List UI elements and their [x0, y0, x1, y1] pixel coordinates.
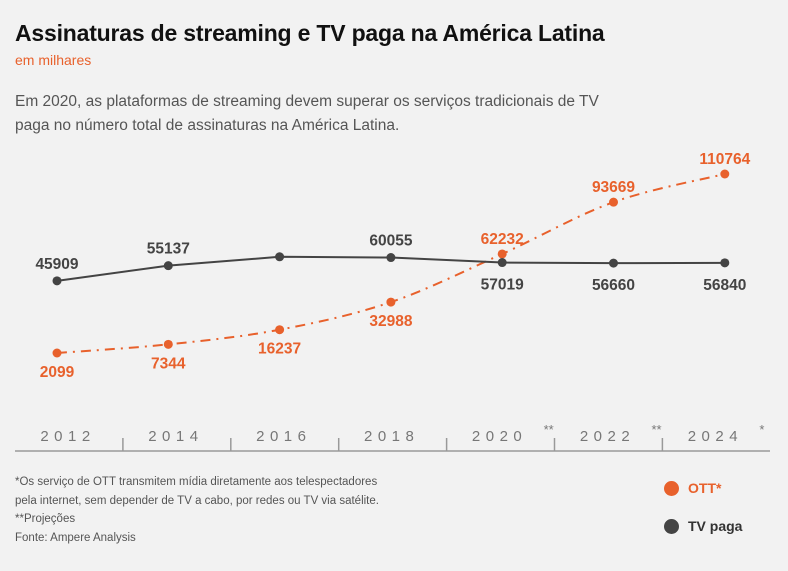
x-tick-label: 2020 [472, 428, 527, 445]
data-label-tv-paga: 57019 [481, 277, 524, 294]
x-tick-label: 2016 [256, 428, 311, 445]
x-tick-label: 2024 [688, 428, 743, 445]
data-point-ott [275, 325, 285, 335]
data-point-tv-paga [386, 253, 396, 263]
data-label-ott: 7344 [151, 355, 186, 372]
x-tick-label: 2022 [580, 428, 635, 445]
data-label-ott: 93669 [592, 179, 635, 196]
footnote-ott: *Os serviço de OTT transmitem mídia dire… [15, 476, 378, 488]
chart-subtitle: em milhares [15, 52, 92, 68]
data-label-tv-paga: 45909 [35, 256, 78, 273]
data-label-tv-paga: 55137 [147, 241, 190, 258]
legend-item-tv: TV paga [664, 516, 742, 536]
data-point-ott [386, 297, 396, 307]
legend: OTT* TV paga [664, 478, 742, 554]
legend-dot-ott [664, 480, 679, 496]
data-label-tv-paga: 60055 [369, 233, 412, 250]
footnote-projections: **Projeções [15, 513, 76, 525]
data-label-tv-paga: 56840 [703, 277, 746, 294]
data-point-ott [163, 339, 173, 349]
legend-item-ott: OTT* [664, 478, 742, 498]
x-tick-label: 2014 [148, 428, 203, 445]
data-point-ott [720, 169, 730, 179]
x-tick-label: 2012 [40, 428, 95, 445]
data-point-tv-paga [52, 276, 62, 286]
data-point-ott [52, 348, 62, 358]
chart-description: Em 2020, as plataformas de streaming dev… [15, 93, 599, 134]
footnote-ott-cont: pela internet, sem depender de TV a cabo… [15, 494, 379, 507]
data-point-tv-paga [497, 258, 507, 268]
x-tick-mark: ** [544, 422, 554, 437]
data-point-tv-paga [720, 258, 730, 268]
data-label-ott: 62232 [481, 231, 524, 248]
legend-label-tv: TV paga [688, 518, 743, 534]
legend-dot-tv [664, 518, 679, 534]
data-point-tv-paga [609, 258, 618, 268]
data-label-ott: 110764 [699, 151, 750, 168]
data-point-ott [497, 249, 507, 259]
data-point-tv-paga [275, 252, 285, 262]
footnote-source: Fonte: Ampere Analysis [15, 531, 136, 544]
data-label-ott: 32988 [369, 313, 412, 330]
legend-label-ott: OTT* [688, 480, 722, 496]
chart-title: Assinaturas de streaming e TV paga na Am… [15, 20, 605, 46]
data-point-tv-paga [163, 261, 173, 271]
data-label-ott: 2099 [40, 364, 75, 381]
x-tick-label: 2018 [364, 428, 419, 445]
data-point-ott [609, 197, 618, 207]
x-tick-mark: ** [652, 422, 662, 437]
data-label-tv-paga: 56660 [592, 277, 635, 294]
x-tick-mark: * [759, 422, 764, 437]
footnotes: *Os serviço de OTT transmitem mídia dire… [15, 473, 435, 547]
data-label-ott: 16237 [258, 341, 301, 358]
